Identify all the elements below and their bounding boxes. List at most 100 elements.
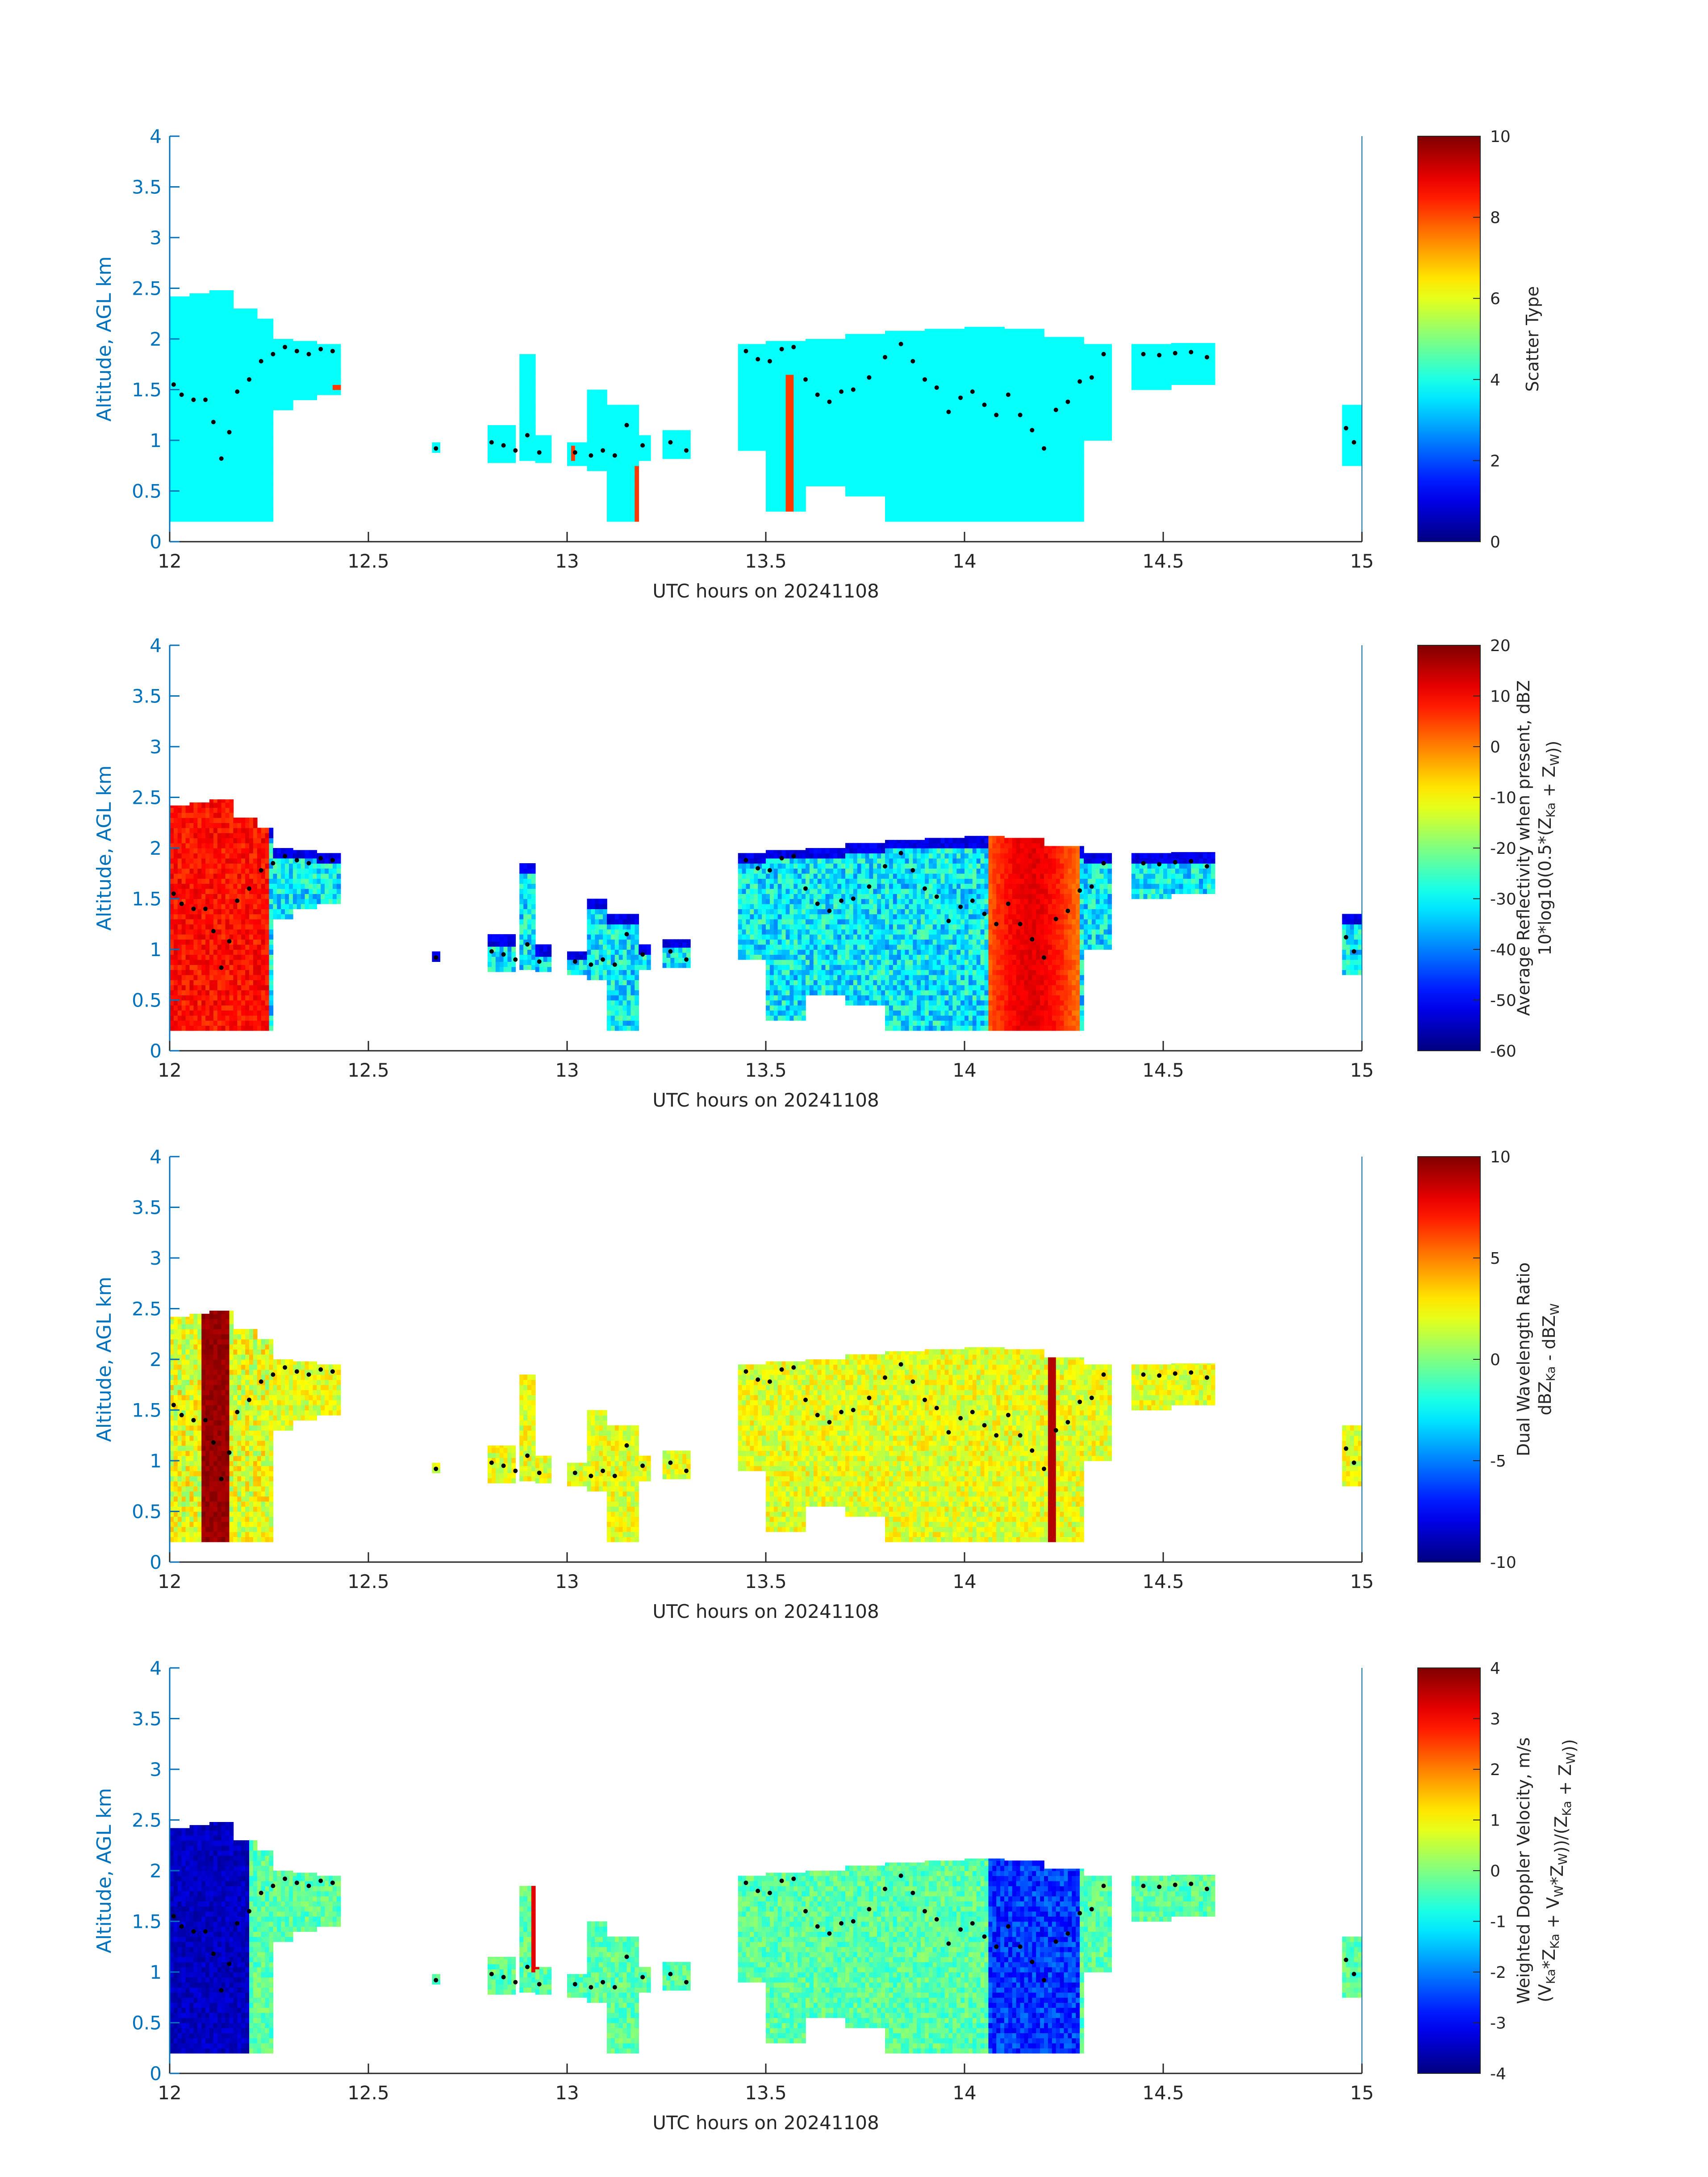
heatmap-cell bbox=[802, 395, 806, 400]
heatmap-cell bbox=[901, 476, 906, 481]
heatmap-cell bbox=[893, 481, 898, 486]
heatmap-cell bbox=[806, 476, 810, 481]
heatmap-cell bbox=[317, 384, 321, 390]
heatmap-cell bbox=[1088, 384, 1092, 390]
heatmap-cell bbox=[285, 395, 289, 400]
heatmap-cell bbox=[861, 425, 866, 430]
heatmap-cell bbox=[261, 491, 266, 497]
heatmap-cell bbox=[937, 455, 941, 461]
heatmap-cell bbox=[197, 420, 202, 426]
heatmap-cell bbox=[917, 390, 921, 395]
heatmap-cell bbox=[921, 430, 925, 435]
heatmap-cell bbox=[201, 374, 206, 380]
heatmap-cell bbox=[1016, 405, 1021, 410]
heatmap-cell bbox=[913, 486, 917, 491]
heatmap-cell bbox=[257, 400, 262, 405]
heatmap-cell bbox=[233, 516, 238, 522]
heatmap-cell bbox=[913, 344, 917, 349]
heatmap-cell bbox=[523, 369, 528, 375]
heatmap-cell bbox=[909, 354, 913, 359]
heatmap-cell bbox=[929, 506, 933, 512]
heatmap-cell bbox=[1060, 364, 1065, 370]
heatmap-cell bbox=[230, 319, 234, 324]
heatmap-cell bbox=[889, 451, 894, 456]
heatmap-cell bbox=[861, 339, 866, 344]
heatmap-cell bbox=[992, 395, 997, 400]
heatmap-cell bbox=[209, 405, 214, 410]
heatmap-cell bbox=[217, 405, 222, 410]
heatmap-cell bbox=[810, 400, 814, 405]
heatmap-cell bbox=[810, 425, 814, 430]
heatmap-cell bbox=[996, 440, 1001, 446]
heatmap-cell bbox=[1068, 466, 1072, 471]
heatmap-cells bbox=[170, 290, 1362, 522]
heatmap-cell bbox=[265, 415, 270, 420]
heatmap-cell bbox=[1020, 471, 1025, 476]
heatmap-cell bbox=[1004, 359, 1009, 364]
heatmap-cell bbox=[1028, 516, 1032, 522]
heatmap-cell bbox=[948, 460, 953, 466]
heatmap-cell bbox=[1064, 440, 1069, 446]
heatmap-cell bbox=[869, 440, 873, 446]
heatmap-cell bbox=[789, 359, 794, 364]
heatmap-cell bbox=[933, 415, 937, 420]
heatmap-cell bbox=[877, 476, 881, 481]
heatmap-cell bbox=[802, 435, 806, 441]
heatmap-cell bbox=[523, 390, 528, 395]
heatmap-cell bbox=[1000, 384, 1005, 390]
heatmap-cell bbox=[1000, 496, 1005, 501]
heatmap-cell bbox=[261, 324, 266, 329]
heatmap-cell bbox=[337, 349, 341, 355]
heatmap-cell bbox=[929, 344, 933, 349]
heatmap-cell bbox=[826, 410, 830, 415]
heatmap-cell bbox=[1056, 344, 1061, 349]
heatmap-cell bbox=[973, 329, 977, 334]
heatmap-cell bbox=[897, 440, 902, 446]
heatmap-cell bbox=[527, 384, 532, 390]
heatmap-cell bbox=[996, 506, 1001, 512]
heatmap-cell bbox=[849, 486, 854, 491]
heatmap-cell bbox=[217, 435, 222, 441]
heatmap-cell bbox=[631, 471, 635, 476]
heatmap-cell bbox=[1040, 390, 1044, 395]
heatmap-cell bbox=[806, 400, 810, 405]
heatmap-cell bbox=[249, 511, 254, 517]
heatmap-cell bbox=[833, 420, 838, 426]
heatmap-cell bbox=[213, 460, 218, 466]
heatmap-cell bbox=[826, 440, 830, 446]
heatmap-cell bbox=[190, 324, 194, 329]
heatmap-cell bbox=[193, 516, 198, 522]
heatmap-cell bbox=[253, 349, 258, 355]
heatmap-cell bbox=[253, 390, 258, 395]
heatmap-cell bbox=[917, 486, 921, 491]
heatmap-cell bbox=[1100, 425, 1104, 430]
heatmap-cell bbox=[1044, 476, 1048, 481]
heatmap-cell bbox=[992, 481, 997, 486]
heatmap-cell bbox=[1024, 364, 1029, 370]
heatmap-cell bbox=[901, 460, 906, 466]
heatmap-cell bbox=[786, 344, 790, 349]
heatmap-cell bbox=[297, 344, 301, 349]
heatmap-cell bbox=[221, 374, 226, 380]
heatmap-cell bbox=[209, 425, 214, 430]
heatmap-cell bbox=[897, 451, 902, 456]
heatmap-cell bbox=[889, 455, 894, 461]
heatmap-cell bbox=[309, 384, 313, 390]
heatmap-cell bbox=[329, 390, 333, 395]
heatmap-cell bbox=[209, 380, 214, 385]
heatmap-cell bbox=[778, 390, 782, 395]
heatmap-cell bbox=[249, 405, 254, 410]
heatmap-cell bbox=[193, 304, 198, 309]
heatmap-cell bbox=[985, 415, 989, 420]
heatmap-cell bbox=[738, 364, 743, 370]
heatmap-cell bbox=[1048, 374, 1052, 380]
heatmap-cell bbox=[802, 349, 806, 355]
heatmap-cell bbox=[190, 455, 194, 461]
heatmap-cell bbox=[742, 445, 747, 451]
heatmap-cell bbox=[969, 329, 973, 334]
heatmap-cell bbox=[1060, 430, 1065, 435]
heatmap-cell bbox=[754, 440, 758, 446]
heatmap-cell bbox=[531, 380, 536, 385]
heatmap-cell bbox=[1048, 471, 1052, 476]
heatmap-cell bbox=[221, 364, 226, 370]
